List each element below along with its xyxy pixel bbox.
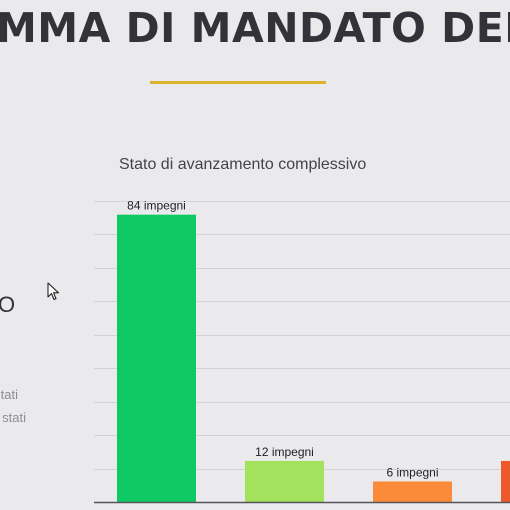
chart-bar[interactable]	[245, 460, 324, 502]
chart-data-label: 84 impegni	[127, 199, 186, 213]
chart-bar[interactable]	[501, 460, 510, 502]
chart-data-label: 6 impegni	[386, 465, 438, 479]
mouse-pointer-icon	[47, 282, 60, 301]
left-partial-label-b-text: stati	[2, 410, 26, 425]
chart-data-label: 12 impegni	[255, 445, 314, 459]
chart-title: Stato di avanzamento complessivo	[119, 156, 367, 173]
page-title: MMA DI MANDATO DEL SI	[0, 4, 510, 52]
left-partial-label-a-text: tati	[0, 387, 18, 402]
chart-bar[interactable]	[373, 481, 452, 502]
chart-bar[interactable]	[117, 214, 196, 502]
title-underline	[150, 81, 326, 84]
left-partial-heading: O	[0, 292, 16, 317]
